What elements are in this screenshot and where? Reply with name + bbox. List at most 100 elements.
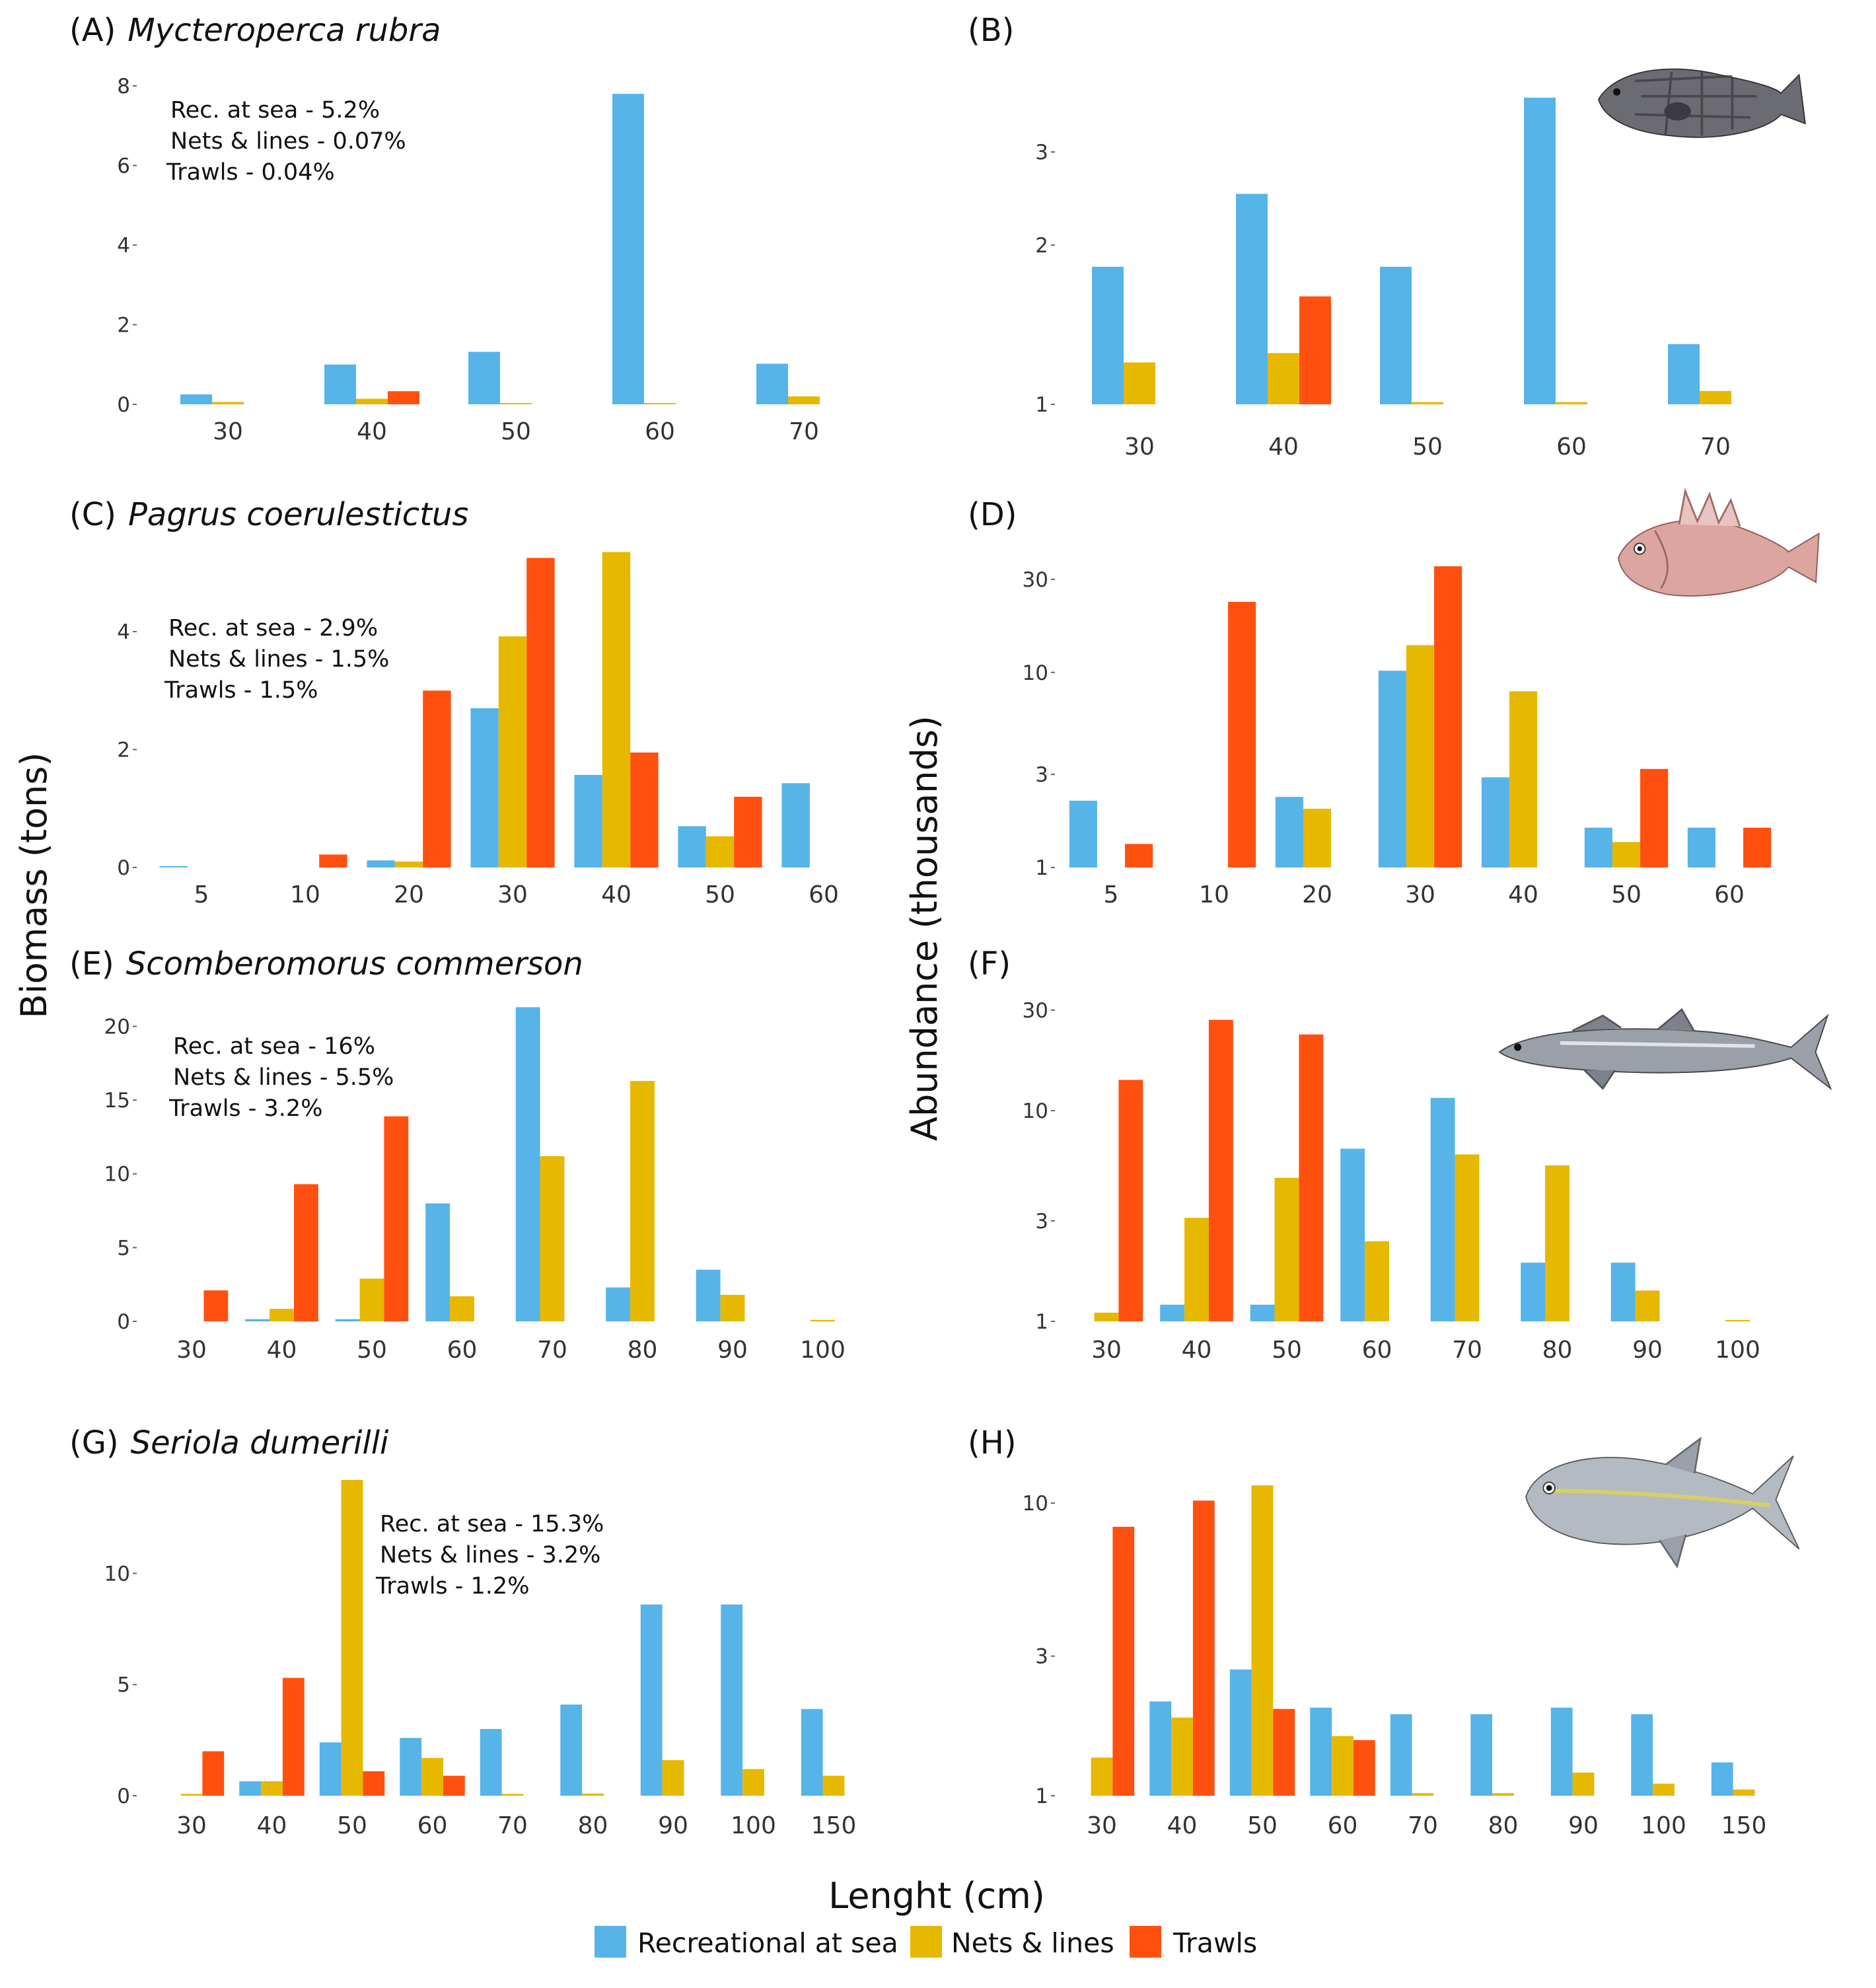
x-tick-label: 40	[257, 1812, 287, 1839]
bar-trawls-50	[363, 1771, 385, 1796]
panel-label: (G) Seriola dumerilli	[69, 1424, 389, 1461]
bar-trawls-60	[1743, 827, 1772, 867]
x-tick-label: 40	[1268, 433, 1299, 460]
bar-rec-30	[470, 708, 499, 867]
annotation-line: Trawls - 3.2%	[168, 1095, 322, 1122]
bar-nets-150	[1733, 1789, 1755, 1796]
bar-nets-60	[1365, 1241, 1389, 1321]
bar-rec-20	[1275, 797, 1303, 867]
y-tick-label: 0	[117, 856, 130, 880]
bar-trawls-10	[1228, 601, 1256, 867]
y-tick-label: 10	[104, 1163, 130, 1187]
x-tick-label: 40	[1182, 1337, 1212, 1364]
panel-letter: (C)	[69, 496, 116, 533]
bar-rec-80	[1521, 1263, 1546, 1321]
x-tick-label: 60	[1328, 1812, 1358, 1839]
x-tick-label: 30	[176, 1337, 207, 1364]
bar-rec-50	[1250, 1304, 1275, 1321]
annotation-line: Nets & lines - 3.2%	[380, 1542, 600, 1568]
y-tick-label: 2	[1035, 234, 1048, 258]
bar-trawls-50	[1299, 1034, 1324, 1321]
y-tick-label: 6	[117, 155, 130, 178]
x-tick-label: 20	[1302, 881, 1332, 908]
annotation-line: Rec. at sea - 15.3%	[380, 1511, 604, 1537]
bar-rec-40	[574, 774, 602, 867]
x-tick-label: 100	[1715, 1337, 1760, 1364]
x-tick-label: 70	[497, 1812, 528, 1839]
x-tick-label: 30	[1405, 881, 1435, 908]
bar-rec-40	[1160, 1304, 1185, 1321]
bar-rec-100	[1631, 1714, 1653, 1796]
y-tick-label: 1	[1035, 1310, 1048, 1334]
mackerel-fish-illustration	[1498, 1008, 1832, 1091]
panel-h: (H) 1 3 10 30 40 50 60 70 80 90 100 150	[968, 1424, 1766, 1839]
x-tick-label: 60	[417, 1812, 448, 1839]
bar-nets-90	[720, 1294, 745, 1321]
bar-trawls-40	[282, 1677, 305, 1796]
x-tick-label: 30	[1087, 1812, 1117, 1839]
panel-letter: (H)	[968, 1424, 1017, 1461]
bar-rec-40	[1149, 1701, 1172, 1796]
x-tick-label: 90	[1632, 1337, 1663, 1364]
panel-letter: (B)	[968, 12, 1014, 49]
annotation-line: Trawls - 1.5%	[164, 677, 318, 704]
bar-nets-30	[1406, 645, 1435, 867]
panel-label: (H)	[968, 1424, 1017, 1461]
annotation-line: Nets & lines - 5.5%	[173, 1064, 394, 1091]
panel-letter: (A)	[69, 12, 116, 49]
panel-label: (D)	[968, 496, 1017, 533]
x-tick-label: 20	[394, 881, 424, 908]
y-tick-label: 10	[1023, 1099, 1048, 1123]
bar-rec-70	[480, 1729, 502, 1796]
bar-nets-60	[421, 1757, 443, 1796]
bar-rec-90	[1550, 1707, 1573, 1796]
y-axis-title-biomass: Biomass (tons)	[13, 753, 55, 1019]
bar-rec-70	[1430, 1097, 1455, 1321]
y-axis-title-abundance: Abundance (thousands)	[904, 716, 945, 1141]
legend-label-trawls: Trawls	[1172, 1927, 1257, 1959]
x-tick-label: 10	[290, 881, 320, 908]
bar-nets-60	[450, 1296, 474, 1321]
bar-rec-90	[696, 1269, 721, 1321]
bar-nets-40	[1268, 353, 1299, 404]
y-tick-label: 10	[1023, 1492, 1048, 1516]
bar-trawls-40	[1192, 1500, 1215, 1796]
bar-rec-70	[1668, 344, 1700, 404]
bar-rec-80	[1470, 1714, 1493, 1796]
y-tick-label: 1	[1035, 1785, 1048, 1808]
y-tick-label: 1	[1035, 856, 1048, 880]
bar-nets-90	[1572, 1772, 1595, 1796]
x-tick-label: 100	[1641, 1812, 1686, 1839]
seabream-fish-illustration	[1618, 488, 1820, 597]
bar-rec-30	[1092, 266, 1124, 404]
panel-label: (B)	[968, 12, 1014, 49]
bar-nets-30	[180, 1794, 203, 1796]
bar-rec-50	[335, 1319, 360, 1321]
bar-nets-150	[822, 1775, 845, 1796]
grouper-fish-illustration	[1598, 68, 1806, 138]
y-tick-label: 10	[1023, 661, 1048, 685]
x-tick-label: 60	[809, 881, 839, 908]
x-tick-label: 80	[628, 1337, 658, 1364]
x-tick-label: 80	[578, 1812, 608, 1839]
bar-rec-40	[1481, 777, 1509, 867]
bar-rec-150	[1711, 1762, 1733, 1796]
bar-rec-70	[756, 363, 788, 404]
x-tick-label: 40	[357, 418, 387, 445]
x-tick-label: 10	[1199, 881, 1229, 908]
bar-rec-60	[612, 94, 644, 405]
x-tick-label: 50	[1247, 1812, 1278, 1839]
bar-rec-100	[721, 1604, 743, 1796]
x-tick-label: 30	[176, 1812, 207, 1839]
bar-nets-100	[811, 1319, 835, 1321]
panel-label: (E) Scomberomorus commerson	[69, 945, 583, 982]
x-tick-label: 100	[800, 1337, 846, 1364]
bar-nets-50	[1612, 842, 1641, 867]
panel-letter: (D)	[968, 496, 1017, 533]
bar-rec-150	[801, 1709, 823, 1796]
bar-nets-60	[1332, 1736, 1353, 1796]
legend-label-recreational: Recreational at sea	[637, 1927, 898, 1959]
y-tick-label: 0	[117, 1785, 130, 1808]
bar-nets-40	[1171, 1717, 1193, 1796]
